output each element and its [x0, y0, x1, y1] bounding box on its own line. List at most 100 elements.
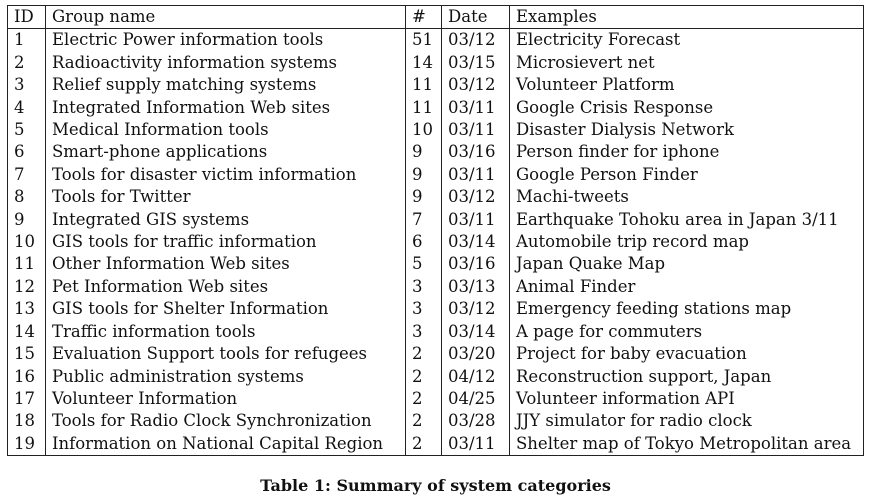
cell-id: 18: [7, 410, 46, 433]
cell-id: 2: [7, 51, 46, 75]
table-row: 10 GIS tools for traffic information 6 03/1…: [7, 231, 864, 254]
cell-count: 14: [405, 51, 442, 75]
header-id: ID: [7, 4, 46, 30]
table-row: 16 Public administration systems 2 04/12 Rec…: [7, 365, 864, 388]
cell-count: 9: [405, 163, 442, 187]
cell-count: 2: [405, 365, 442, 388]
cell-id: 9: [7, 208, 46, 232]
cell-id: 16: [7, 365, 46, 388]
cell-group-name: Tools for Twitter: [45, 186, 406, 209]
table-row: 13 GIS tools for Shelter Information 3 03/1…: [7, 298, 864, 321]
cell-date: 03/11: [441, 96, 510, 120]
cell-example: Automobile trip record map: [509, 231, 864, 254]
table-row: 17 Volunteer Information 2 04/25 Volunteer i…: [7, 387, 864, 411]
cell-date: 03/16: [441, 253, 510, 276]
cell-example: Electricity Forecast: [509, 28, 864, 52]
cell-id: 6: [7, 141, 46, 164]
cell-group-name: GIS tools for Shelter Information: [45, 298, 406, 321]
cell-id: 19: [7, 432, 46, 457]
table-row: 7 Tools for disaster victim information 9 0…: [7, 163, 864, 187]
cell-id: 1: [7, 28, 46, 52]
cell-example: Japan Quake Map: [509, 253, 864, 276]
cell-id: 3: [7, 74, 46, 97]
table-row: 9 Integrated GIS systems 7 03/11 Earthquake …: [7, 208, 864, 232]
cell-example: Emergency feeding stations map: [509, 298, 864, 321]
cell-count: 11: [405, 74, 442, 97]
cell-date: 03/14: [441, 231, 510, 254]
cell-count: 2: [405, 343, 442, 366]
table-row: 8 Tools for Twitter 9 03/12 Machi-tweets: [7, 186, 864, 209]
cell-id: 8: [7, 186, 46, 209]
table-row: 15 Evaluation Support tools for refugees 2…: [7, 343, 864, 366]
cell-group-name: Tools for Radio Clock Synchronization: [45, 410, 406, 433]
header-date: Date: [441, 4, 510, 30]
cell-count: 3: [405, 320, 442, 344]
cell-group-name: Other Information Web sites: [45, 253, 406, 276]
cell-date: 03/14: [441, 320, 510, 344]
cell-group-name: Radioactivity information systems: [45, 51, 406, 75]
header-count: #: [405, 4, 442, 30]
cell-example: Project for baby evacuation: [509, 343, 864, 366]
cell-id: 4: [7, 96, 46, 120]
cell-id: 5: [7, 119, 46, 142]
cell-count: 2: [405, 432, 442, 457]
cell-id: 15: [7, 343, 46, 366]
table-row: 4 Integrated Information Web sites 11 03/11…: [7, 96, 864, 120]
cell-id: 11: [7, 253, 46, 276]
cell-group-name: Medical Information tools: [45, 119, 406, 142]
cell-count: 2: [405, 387, 442, 411]
cell-group-name: Electric Power information tools: [45, 28, 406, 52]
cell-count: 2: [405, 410, 442, 433]
cell-count: 3: [405, 275, 442, 299]
cell-group-name: Traffic information tools: [45, 320, 406, 344]
cell-group-name: Tools for disaster victim information: [45, 163, 406, 187]
cell-group-name: GIS tools for traffic information: [45, 231, 406, 254]
header-examples: Examples: [509, 4, 864, 30]
cell-date: 03/28: [441, 410, 510, 433]
cell-example: Reconstruction support, Japan: [509, 365, 864, 388]
cell-group-name: Information on National Capital Region: [45, 432, 406, 457]
cell-group-name: Volunteer Information: [45, 387, 406, 411]
table-row: 6 Smart-phone applications 9 03/16 Person fi…: [7, 141, 864, 164]
cell-example: Person finder for iphone: [509, 141, 864, 164]
cell-id: 10: [7, 231, 46, 254]
summary-table-container: ID Group name # Date Examples 1 Electric …: [7, 4, 864, 457]
cell-count: 7: [405, 208, 442, 232]
cell-count: 9: [405, 141, 442, 164]
table-row: 12 Pet Information Web sites 3 03/13 Animal …: [7, 275, 864, 299]
cell-example: A page for commuters: [509, 320, 864, 344]
cell-group-name: Integrated GIS systems: [45, 208, 406, 232]
table-row: 18 Tools for Radio Clock Synchronization 2…: [7, 410, 864, 433]
cell-count: 9: [405, 186, 442, 209]
cell-example: Microsievert net: [509, 51, 864, 75]
table-row: 14 Traffic information tools 3 03/14 A page …: [7, 320, 864, 344]
table-row: 3 Relief supply matching systems 11 03/12 Vo…: [7, 74, 864, 97]
cell-date: 03/12: [441, 28, 510, 52]
cell-date: 04/25: [441, 387, 510, 411]
cell-count: 10: [405, 119, 442, 142]
cell-id: 17: [7, 387, 46, 411]
cell-group-name: Pet Information Web sites: [45, 275, 406, 299]
table-caption: Table 1: Summary of system categories: [260, 476, 611, 495]
cell-date: 03/11: [441, 208, 510, 232]
cell-date: 03/15: [441, 51, 510, 75]
cell-date: 03/20: [441, 343, 510, 366]
cell-count: 5: [405, 253, 442, 276]
cell-date: 03/11: [441, 119, 510, 142]
cell-group-name: Public administration systems: [45, 365, 406, 388]
table-body: 1 Electric Power information tools 51 03/12…: [7, 28, 864, 457]
cell-group-name: Evaluation Support tools for refugees: [45, 343, 406, 366]
cell-count: 3: [405, 298, 442, 321]
cell-date: 03/12: [441, 298, 510, 321]
table-row: 11 Other Information Web sites 5 03/16 Japan…: [7, 253, 864, 276]
cell-id: 12: [7, 275, 46, 299]
cell-example: Animal Finder: [509, 275, 864, 299]
cell-group-name: Smart-phone applications: [45, 141, 406, 164]
cell-date: 03/12: [441, 74, 510, 97]
cell-example: Google Crisis Response: [509, 96, 864, 120]
cell-id: 14: [7, 320, 46, 344]
table-header-row: ID Group name # Date Examples: [7, 4, 864, 30]
cell-date: 03/16: [441, 141, 510, 164]
cell-example: Volunteer Platform: [509, 74, 864, 97]
table-row: 2 Radioactivity information systems 14 03/1…: [7, 51, 864, 75]
